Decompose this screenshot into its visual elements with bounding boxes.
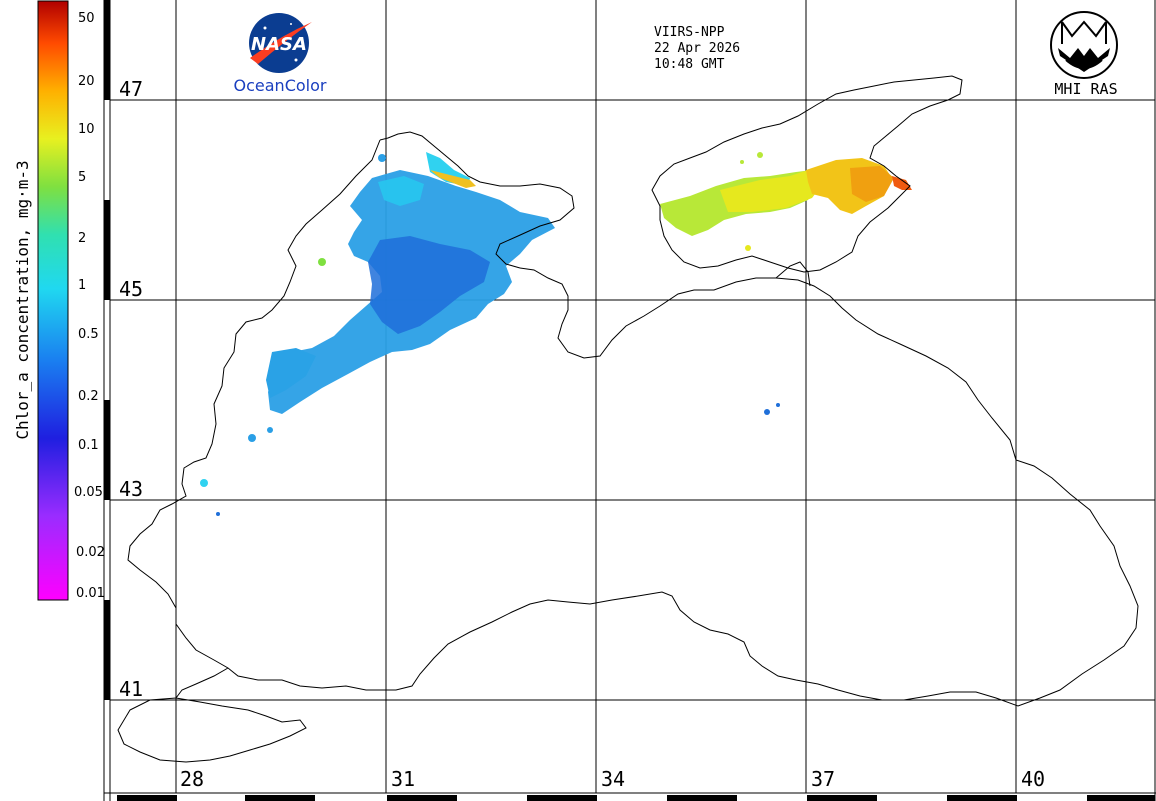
- chl-patch-azov-dark-orange: [850, 166, 894, 202]
- chl-patch-taganrog-red: [892, 176, 912, 190]
- chl-speck: [757, 152, 763, 158]
- lon-label: 34: [601, 767, 625, 791]
- chl-patch-nw-cyan: [378, 176, 424, 206]
- map-frame: [103, 0, 1156, 801]
- colorbar-tick: 20: [78, 74, 95, 89]
- chl-speck: [267, 427, 273, 433]
- oceancolor-label: OceanColor: [234, 76, 327, 95]
- nasa-logo-text: NASA: [251, 34, 307, 55]
- kerch-strait: [775, 261, 811, 287]
- chl-speck: [764, 409, 770, 415]
- chl-speck: [745, 245, 751, 251]
- colorbar: Chlor_a concentration, mg·m-3 50 20 10 5…: [13, 0, 105, 601]
- colorbar-tick: 0.01: [76, 586, 105, 601]
- longitude-labels: 28 31 34 37 40: [180, 767, 1045, 791]
- colorbar-tick: 0.02: [76, 545, 105, 560]
- bosphorus: [175, 667, 229, 699]
- nasa-swoosh-icon: [250, 22, 312, 64]
- black-sea-coast: [127, 139, 1139, 707]
- mhi-ras-logo: MHI RAS: [1050, 11, 1118, 98]
- chl-speck: [200, 479, 208, 487]
- colorbar-tick: 0.2: [78, 389, 99, 404]
- sea-of-marmara: [117, 697, 307, 763]
- colorbar-tick: 2: [78, 231, 86, 246]
- colorbar-tick: 5: [78, 170, 86, 185]
- chl-patch-nw-core: [368, 236, 490, 334]
- colorbar-ticks: 50 20 10 5 2 1 0.5 0.2 0.1 0.05 0.02 0.0…: [74, 11, 105, 601]
- nasa-logo: NASA OceanColor: [234, 13, 327, 95]
- azov-coast: [651, 75, 963, 273]
- chlorophyll-data: [200, 152, 912, 516]
- chl-speck: [378, 154, 386, 162]
- chl-patch-azov-yellow: [720, 168, 826, 212]
- lon-label: 40: [1021, 767, 1045, 791]
- crimea-north-coast: [379, 131, 575, 269]
- chl-speck: [248, 434, 256, 442]
- lon-label: 37: [811, 767, 835, 791]
- lat-label: 47: [119, 77, 143, 101]
- mhi-ras-label: MHI RAS: [1054, 80, 1117, 98]
- graticule: [110, 0, 1155, 793]
- acquisition-date: 22 Apr 2026: [654, 41, 740, 56]
- colorbar-tick: 1: [78, 278, 86, 293]
- colorbar-tick: 0.05: [74, 485, 103, 500]
- latitude-labels: 47 45 43 41: [119, 77, 143, 701]
- chl-speck: [318, 258, 326, 266]
- colorbar-tick: 0.5: [78, 327, 99, 342]
- chl-speck: [740, 160, 744, 164]
- lon-label: 28: [180, 767, 204, 791]
- acquisition-info: VIIRS-NPP 22 Apr 2026 10:48 GMT: [654, 25, 740, 72]
- acquisition-time: 10:48 GMT: [654, 57, 725, 72]
- colorbar-gradient: [37, 0, 69, 601]
- colorbar-tick: 0.1: [78, 438, 99, 453]
- lat-label: 45: [119, 277, 143, 301]
- colorbar-tick: 50: [78, 11, 95, 26]
- sensor-name: VIIRS-NPP: [654, 25, 725, 40]
- colorbar-title: Chlor_a concentration, mg·m-3: [13, 160, 32, 439]
- chl-patch-coastal-yellow: [430, 170, 476, 188]
- lat-label: 41: [119, 677, 143, 701]
- coastline: [117, 75, 1139, 763]
- colorbar-tick: 10: [78, 122, 95, 137]
- lon-label: 31: [391, 767, 415, 791]
- lat-label: 43: [119, 477, 143, 501]
- chl-patch-sw: [266, 348, 316, 398]
- chl-speck: [216, 512, 220, 516]
- chl-speck: [776, 403, 780, 407]
